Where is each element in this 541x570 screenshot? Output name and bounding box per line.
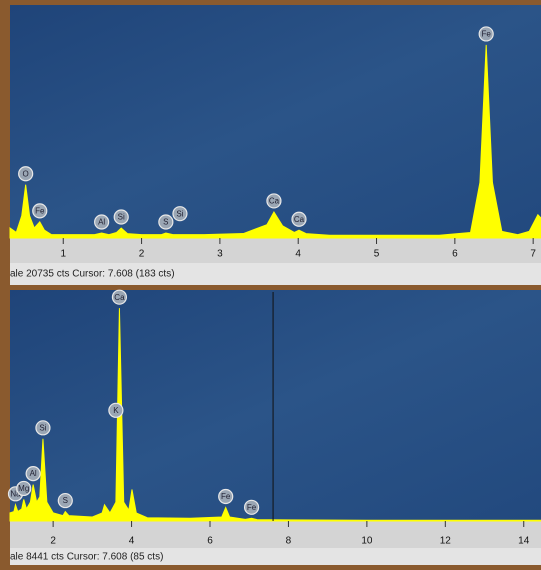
peak-label-marker (94, 214, 110, 230)
peak-label: Al (98, 218, 105, 227)
x-tick-label: 7 (530, 249, 536, 260)
peak-label-marker (243, 499, 260, 515)
peak-label-marker (25, 466, 41, 482)
status-text: ale 8441 cts Cursor: 7.608 (85 cts) (10, 552, 163, 563)
peak-label-marker (57, 492, 73, 509)
x-tick-label: 2 (139, 249, 145, 260)
peak-label: Mg (18, 484, 29, 493)
peak-label: Al (30, 469, 37, 478)
peak-label-marker (32, 203, 48, 219)
x-tick-label: 10 (361, 536, 373, 547)
peak-label-marker (478, 26, 494, 42)
status-bar (10, 263, 541, 285)
x-tick-label: 6 (207, 536, 213, 547)
peak-label-marker (158, 214, 174, 230)
peak-label: K (113, 406, 119, 415)
x-tick-label: 4 (129, 536, 135, 547)
x-tick-label: 12 (440, 536, 452, 547)
peak-label: Ca (269, 197, 280, 206)
peak-label: S (63, 496, 68, 505)
plot-area (10, 290, 541, 521)
peak-label-marker (218, 488, 234, 505)
status-bar (10, 548, 541, 565)
peak-label-marker (18, 166, 34, 182)
peak-label: Si (39, 423, 46, 432)
peak-label: S (163, 218, 168, 227)
x-tick-label: 14 (518, 536, 530, 547)
x-tick-label: 5 (374, 249, 380, 260)
peak-label: Si (176, 209, 183, 218)
peak-label: Na (10, 489, 21, 498)
x-tick-label: 4 (295, 249, 301, 260)
peak-label-marker (291, 211, 307, 227)
peak-label: Ca (294, 215, 305, 224)
peak-label-marker (172, 206, 188, 222)
peak-label: Fe (247, 503, 257, 512)
peak-label-marker (266, 193, 282, 209)
x-tick-label: 2 (50, 536, 56, 547)
peak-label: O (23, 169, 29, 178)
x-tick-label: 1 (60, 249, 66, 260)
x-tick-label: 8 (286, 536, 292, 547)
peak-label-marker (16, 480, 32, 497)
peak-label: Fe (35, 207, 45, 216)
x-tick-label: 6 (452, 249, 458, 260)
peak-label: Fe (221, 492, 231, 501)
status-text: ale 20735 cts Cursor: 7.608 (183 cts) (10, 269, 175, 280)
peak-label-marker (108, 402, 124, 418)
x-axis-strip (10, 238, 541, 263)
peak-label-marker (35, 420, 51, 436)
peak-label-marker (113, 209, 129, 225)
x-tick-label: 3 (217, 249, 223, 260)
spectrum (9, 308, 541, 522)
x-axis-strip (10, 521, 541, 548)
peak-label: Si (118, 213, 125, 222)
peak-label-marker (111, 289, 128, 305)
peak-label: Fe (482, 30, 492, 39)
peak-label: Ca (114, 293, 125, 302)
spectrum (9, 44, 541, 239)
